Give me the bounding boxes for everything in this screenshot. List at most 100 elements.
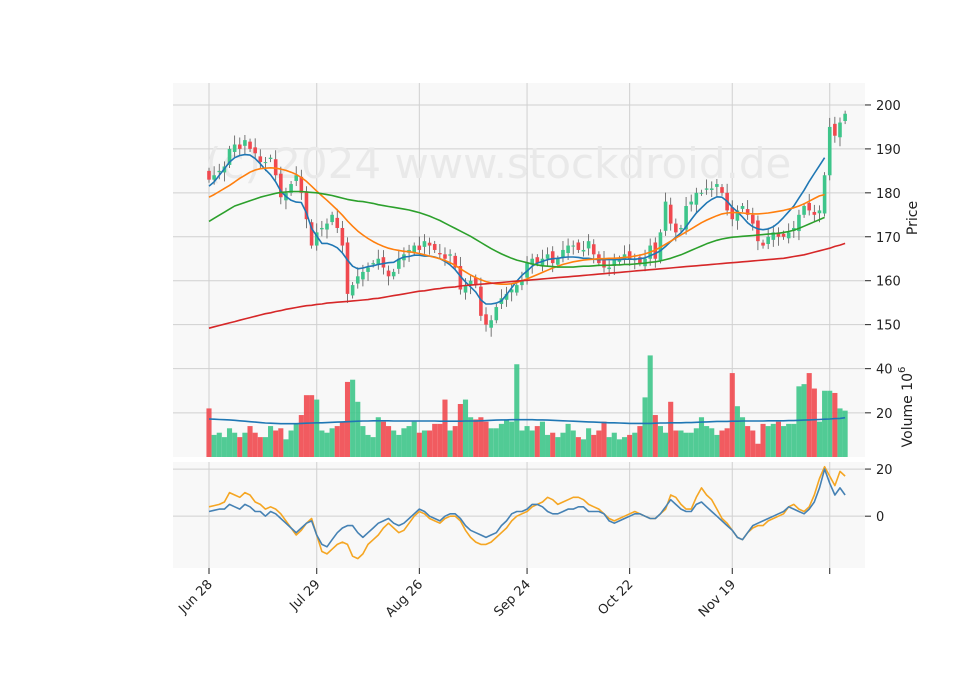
volume-bar bbox=[370, 437, 376, 457]
volume-bar bbox=[668, 401, 674, 457]
volume-bar bbox=[350, 379, 356, 457]
candle-up bbox=[325, 223, 329, 230]
candle-up bbox=[212, 175, 216, 180]
x-tick-label: Jul 29 bbox=[287, 577, 324, 614]
price-panel-background bbox=[173, 83, 865, 351]
candle-down bbox=[253, 147, 257, 154]
volume-bar bbox=[319, 430, 325, 457]
volume-bar bbox=[729, 373, 735, 457]
volume-bar bbox=[293, 423, 299, 457]
volume-bar bbox=[796, 386, 802, 457]
volume-bar bbox=[278, 428, 284, 457]
volume-bar bbox=[704, 426, 710, 457]
volume-bar bbox=[216, 432, 222, 457]
candle-up bbox=[515, 285, 519, 293]
volume-bar bbox=[745, 426, 751, 457]
candle-down bbox=[299, 176, 304, 193]
candle-down bbox=[438, 253, 442, 255]
volume-bar bbox=[575, 437, 581, 457]
candle-up bbox=[586, 241, 591, 249]
candle-up bbox=[227, 148, 232, 165]
volume-bar bbox=[257, 437, 263, 457]
volume-bar bbox=[652, 415, 658, 457]
candle-up bbox=[771, 232, 776, 240]
candle-down bbox=[833, 123, 837, 136]
candle-down bbox=[386, 270, 391, 277]
candle-down bbox=[381, 257, 386, 268]
volume-bar bbox=[642, 397, 648, 457]
candle-down bbox=[458, 265, 463, 290]
candle-up bbox=[422, 241, 427, 247]
candle-up bbox=[376, 258, 381, 265]
volume-bar bbox=[462, 399, 469, 457]
candle-down bbox=[591, 244, 596, 255]
volume-bar bbox=[591, 434, 597, 457]
candle-up bbox=[217, 170, 222, 173]
volume-bar bbox=[452, 426, 458, 457]
price-tick-label: 190 bbox=[876, 143, 901, 158]
candle-down bbox=[258, 156, 263, 163]
volume-bar bbox=[786, 423, 792, 457]
volume-bar bbox=[211, 434, 217, 457]
candle-up bbox=[268, 157, 273, 160]
volume-bar bbox=[221, 437, 227, 457]
volume-bar bbox=[750, 430, 756, 457]
volume-bar bbox=[478, 417, 484, 457]
volume-bar bbox=[770, 423, 776, 457]
candle-down bbox=[417, 245, 422, 250]
candle-down bbox=[602, 260, 606, 268]
price-axis-label: Price bbox=[905, 201, 921, 235]
candle-down bbox=[479, 286, 483, 316]
volume-bar bbox=[673, 430, 679, 457]
volume-bar bbox=[580, 439, 587, 457]
volume-bar bbox=[791, 423, 797, 457]
candle-down bbox=[745, 209, 750, 215]
candle-down bbox=[807, 202, 812, 211]
candle-up bbox=[243, 140, 247, 146]
volume-bar bbox=[632, 432, 638, 457]
candle-up bbox=[607, 267, 611, 270]
volume-bar bbox=[719, 430, 725, 457]
volume-bar bbox=[570, 430, 576, 457]
volume-bar bbox=[247, 426, 253, 457]
volume-bar bbox=[411, 421, 417, 457]
volume-bar bbox=[427, 430, 433, 457]
candle-down bbox=[273, 159, 278, 176]
volume-bar bbox=[637, 426, 643, 457]
volume-bar bbox=[529, 430, 535, 457]
volume-panel bbox=[206, 355, 848, 457]
candle-down bbox=[750, 214, 755, 224]
candle-down bbox=[248, 141, 252, 149]
candle-down bbox=[550, 251, 555, 264]
volume-bar bbox=[806, 373, 812, 457]
volume-bar bbox=[406, 426, 412, 457]
candle-down bbox=[309, 222, 314, 246]
price-tick-label: 180 bbox=[876, 187, 901, 202]
volume-bar bbox=[396, 434, 402, 457]
candle-up bbox=[468, 280, 473, 286]
candle-up bbox=[330, 214, 334, 223]
candle-up bbox=[663, 201, 668, 231]
volume-bar bbox=[252, 432, 258, 457]
volume-bar bbox=[560, 432, 566, 457]
x-tick-label: Aug 26 bbox=[383, 577, 426, 620]
candle-up bbox=[361, 271, 365, 280]
candle-up bbox=[289, 184, 293, 193]
volume-bar bbox=[555, 437, 561, 457]
candle-up bbox=[509, 289, 514, 293]
candle-up bbox=[658, 232, 663, 261]
volume-bar bbox=[262, 437, 268, 457]
volume-bar bbox=[391, 430, 397, 457]
volume-bar bbox=[473, 419, 479, 457]
candle-down bbox=[781, 233, 786, 237]
volume-bar bbox=[760, 423, 766, 457]
volume-tick-label: 40 bbox=[876, 363, 893, 378]
candle-down bbox=[674, 223, 678, 233]
candle-down bbox=[304, 191, 309, 220]
volume-bar bbox=[226, 428, 233, 457]
price-tick-label: 170 bbox=[876, 231, 901, 246]
candle-up bbox=[740, 206, 745, 209]
volume-bar bbox=[596, 430, 602, 457]
ma-long-line bbox=[208, 190, 825, 268]
volume-bar bbox=[416, 432, 422, 457]
